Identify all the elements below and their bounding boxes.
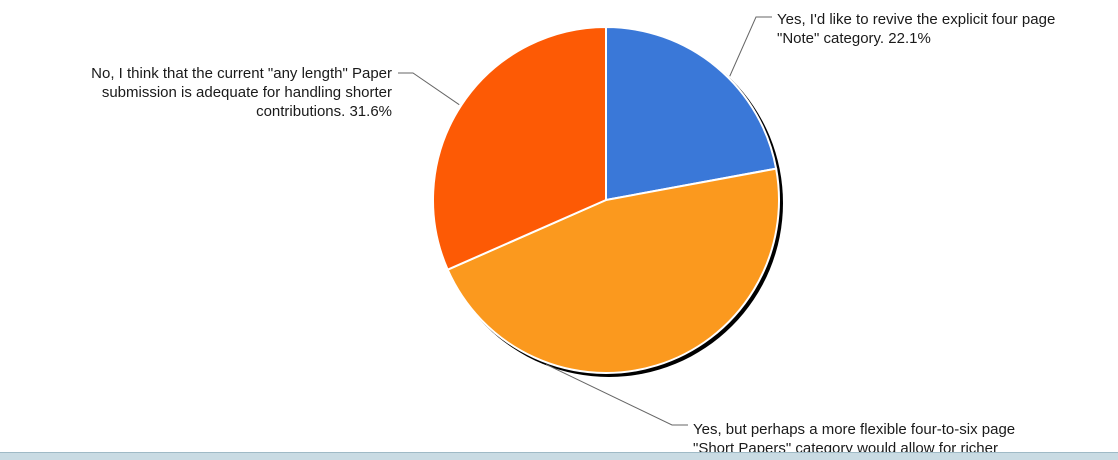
pie-slice-1 <box>605 25 778 202</box>
bottom-bar <box>0 452 1118 460</box>
leader-line-2 <box>545 363 688 426</box>
leader-line-3 <box>398 72 460 106</box>
slice-label-3-line-2: submission is adequate for handling shor… <box>102 84 392 101</box>
slice-label-3-line-1: No, I think that the current "any length… <box>91 65 392 82</box>
slice-label-3: No, I think that the current "any length… <box>91 65 392 120</box>
slice-label-3-line-3: contributions. 31.6% <box>256 103 392 120</box>
pie-slice-3 <box>432 25 607 272</box>
slice-label-1-line-2: "Note" category. 22.1% <box>777 30 931 47</box>
slice-label-1-line-1: Yes, I'd like to revive the explicit fou… <box>777 11 1055 28</box>
pie-slice-2 <box>446 167 780 374</box>
leader-line-1 <box>729 16 772 77</box>
slice-label-1: Yes, I'd like to revive the explicit fou… <box>777 11 1055 47</box>
slice-label-2-line-1: Yes, but perhaps a more flexible four-to… <box>693 421 1015 438</box>
